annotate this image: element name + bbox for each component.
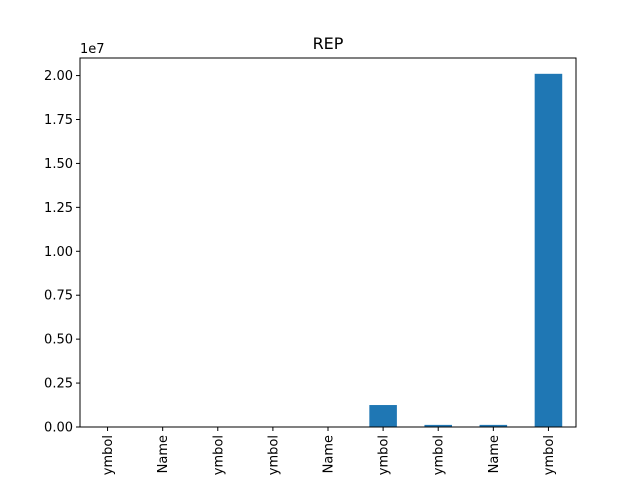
y-tick-label: 1.75 [44, 113, 73, 128]
chart-title: REP [313, 34, 344, 53]
x-tick-label: ymbol [377, 435, 392, 475]
x-tick-label: ymbol [542, 435, 557, 475]
bar [424, 424, 452, 427]
bar [369, 405, 397, 427]
bar [534, 73, 563, 428]
x-tick-label: ymbol [266, 435, 281, 475]
y-axis-ticks: 0.00 0.25 0.50 0.75 1.00 1.25 1.50 1.75 2.00 [44, 69, 80, 436]
x-axis-ticks: ymbol Name ymbol ymbol Name ymbol ymbol Name ymb… [101, 427, 557, 475]
x-tick-label: Name [156, 435, 171, 473]
axes-frame [79, 57, 577, 428]
bar-series [369, 73, 563, 428]
y-tick-label: 0.00 [44, 421, 73, 436]
x-tick-label: Name [322, 435, 337, 473]
y-tick-label: 1.25 [44, 201, 73, 216]
x-tick-label: ymbol [211, 435, 226, 475]
y-tick-label: 1.00 [44, 245, 73, 260]
y-tick-label: 2.00 [44, 69, 73, 84]
bar [479, 424, 508, 427]
y-tick-label: 0.75 [44, 289, 73, 304]
y-axis-offset-label: 1e7 [80, 42, 105, 57]
y-tick-label: 0.25 [44, 377, 73, 392]
x-tick-label: ymbol [432, 435, 447, 475]
y-tick-label: 1.50 [44, 157, 73, 172]
x-tick-label: ymbol [101, 435, 116, 475]
y-tick-label: 0.50 [44, 333, 73, 348]
x-tick-label: Name [487, 435, 502, 473]
